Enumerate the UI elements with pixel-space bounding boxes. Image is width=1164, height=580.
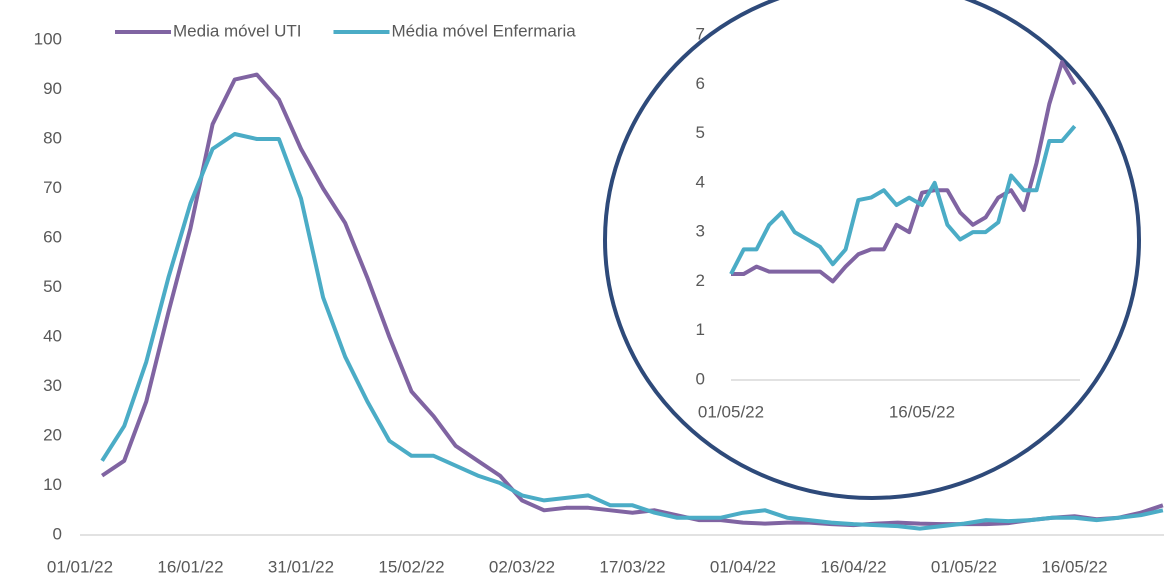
y-tick-label: 7 [696,24,705,43]
y-tick-label: 90 [43,79,62,98]
series-line [100,72,1164,528]
x-tick-label: 01/05/22 [698,402,764,421]
y-tick-label: 10 [43,475,62,494]
y-tick-label: 70 [43,178,62,197]
series-line [100,132,1164,531]
series-line [729,124,1077,275]
x-tick-label: 16/04/22 [820,557,886,576]
y-tick-label: 100 [34,29,62,48]
x-tick-label: 15/02/22 [378,557,444,576]
y-tick-label: 20 [43,425,62,444]
y-tick-label: 60 [43,227,62,246]
x-tick-label: 16/05/22 [1041,557,1107,576]
y-tick-label: 2 [696,271,705,290]
y-tick-label: 5 [696,123,705,142]
legend-label: Média móvel Enfermaria [391,21,576,40]
y-tick-label: 3 [696,222,705,241]
x-tick-label: 01/05/22 [931,557,997,576]
series-line [731,60,1077,284]
y-tick-label: 50 [43,277,62,296]
x-tick-label: 01/04/22 [710,557,776,576]
y-tick-label: 1 [696,320,705,339]
y-tick-label: 40 [43,326,62,345]
x-tick-label: 02/03/22 [489,557,555,576]
x-tick-label: 17/03/22 [599,557,665,576]
y-tick-label: 0 [696,369,705,388]
x-tick-label: 01/01/22 [47,557,113,576]
x-tick-label: 31/01/22 [268,557,334,576]
y-tick-label: 6 [696,74,705,93]
y-tick-label: 80 [43,128,62,147]
legend-label: Media móvel UTI [173,21,301,40]
y-tick-label: 0 [53,524,62,543]
y-tick-label: 30 [43,376,62,395]
y-tick-label: 4 [696,172,705,191]
x-tick-label: 16/05/22 [889,402,955,421]
x-tick-label: 16/01/22 [157,557,223,576]
